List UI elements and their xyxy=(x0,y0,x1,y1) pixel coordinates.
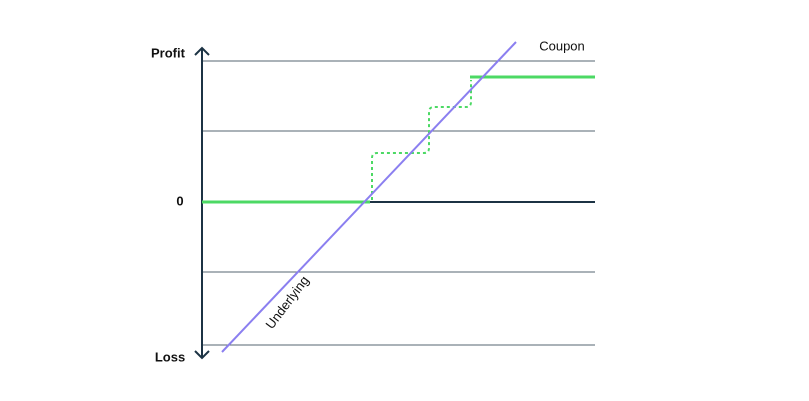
loss-label: Loss xyxy=(155,349,185,364)
payoff-steps xyxy=(371,80,472,200)
zero-label: 0 xyxy=(176,193,183,208)
profit-label: Profit xyxy=(151,45,186,60)
coupon-label: Coupon xyxy=(539,38,585,53)
underlying-line xyxy=(221,41,517,353)
grid xyxy=(202,60,595,346)
